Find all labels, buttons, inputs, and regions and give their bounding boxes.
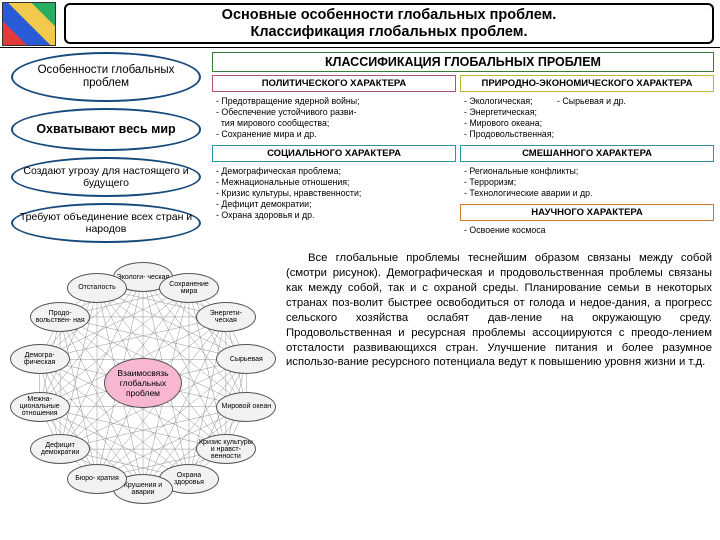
feature-1: Охватывают весь мир — [11, 108, 201, 150]
mixed-items: - Региональные конфликты; - Терроризм; -… — [460, 165, 714, 201]
social-items: - Демографическая проблема; - Межнациона… — [212, 165, 456, 223]
classification-grid: ПОЛИТИЧЕСКОГО ХАРАКТЕРА - Предотвращение… — [212, 75, 714, 238]
diagram-node: Продо- вольствен- ная — [30, 302, 90, 332]
diagram-node: Межна- циональные отношения — [10, 392, 70, 422]
classification-column: КЛАССИФИКАЦИЯ ГЛОБАЛЬНЫХ ПРОБЛЕМ ПОЛИТИЧ… — [212, 52, 714, 243]
classification-col-a: ПОЛИТИЧЕСКОГО ХАРАКТЕРА - Предотвращение… — [212, 75, 456, 238]
diagram-node: Сохранение мира — [159, 273, 219, 303]
science-header: НАУЧНОГО ХАРАКТЕРА — [460, 204, 714, 221]
classification-col-b: ПРИРОДНО-ЭКОНОМИЧЕСКОГО ХАРАКТЕРА - Экол… — [460, 75, 714, 238]
features-header: Особенности глобальных проблем — [11, 52, 201, 102]
diagram-node: Энергети- ческая — [196, 302, 256, 332]
political-items: - Предотвращение ядерной войны; - Обеспе… — [212, 95, 456, 142]
diagram-center-label: Взаимосвязь глобальных проблем — [104, 358, 182, 408]
page-title: Основные особенности глобальных проблем.… — [64, 3, 714, 44]
natural-items: - Экологическая; - Сырьевая и др. - Энер… — [460, 95, 714, 142]
diagram-node: Отсталость — [67, 273, 127, 303]
political-header: ПОЛИТИЧЕСКОГО ХАРАКТЕРА — [212, 75, 456, 92]
features-column: Особенности глобальных проблем Охватываю… — [6, 52, 206, 243]
lower-section: Взаимосвязь глобальных проблем Экологи- … — [0, 245, 720, 523]
diagram-node: Дефицит демократии — [30, 434, 90, 464]
classification-title: КЛАССИФИКАЦИЯ ГЛОБАЛЬНЫХ ПРОБЛЕМ — [212, 52, 714, 72]
upper-section: Особенности глобальных проблем Охватываю… — [0, 48, 720, 245]
diagram-node: Кризис культуры и нравст- венности — [196, 434, 256, 464]
flags-icon — [2, 2, 56, 46]
body-paragraph: Все глобальные проблемы теснейшим образо… — [286, 247, 712, 519]
body-text: Все глобальные проблемы теснейшим образо… — [286, 251, 712, 370]
feature-3: Требуют объединение всех стран и народов — [11, 203, 201, 243]
mixed-header: СМЕШАННОГО ХАРАКТЕРА — [460, 145, 714, 162]
social-header: СОЦИАЛЬНОГО ХАРАКТЕРА — [212, 145, 456, 162]
natural-header: ПРИРОДНО-ЭКОНОМИЧЕСКОГО ХАРАКТЕРА — [460, 75, 714, 92]
diagram-node: Мировой океан — [216, 392, 276, 422]
title-bar: Основные особенности глобальных проблем.… — [0, 0, 720, 48]
diagram-node: Бюро- кратия — [67, 464, 127, 494]
title-line2: Классификация глобальных проблем. — [72, 24, 706, 41]
network-diagram: Взаимосвязь глобальных проблем Экологи- … — [8, 247, 278, 519]
feature-2: Создают угрозу для настоящего и будущего — [11, 157, 201, 197]
title-line1: Основные особенности глобальных проблем. — [72, 7, 706, 24]
science-items: - Освоение космоса — [460, 224, 714, 238]
